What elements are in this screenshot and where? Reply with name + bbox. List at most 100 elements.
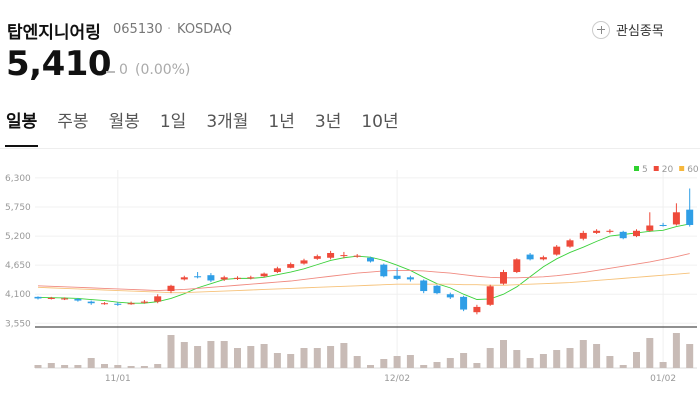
change: 0 [119,62,128,78]
candle-body [114,303,122,305]
candle-body [646,225,654,231]
watch-button[interactable]: 관심종목 [592,20,664,39]
volume-bar [367,365,374,368]
period-tab[interactable]: 월봉 [108,112,140,132]
candle-body [34,296,42,299]
volume-bar [513,350,521,368]
candle-body [247,277,255,279]
volume-bar [74,365,82,368]
y-tick-label: 4,100 [5,290,31,300]
candle-body [659,224,667,226]
volume-bar [539,354,547,368]
plus-icon [592,20,610,39]
candle-body [353,255,361,257]
volume-bar [207,341,215,368]
period-tab[interactable]: 10년 [361,112,399,132]
candle-body [61,298,69,300]
candle-body [154,296,162,302]
volume-bar [473,363,481,368]
candle-body [380,264,388,277]
candle-body [539,257,547,260]
volume-bar [154,364,162,368]
period-tab[interactable]: 3년 [314,112,342,132]
volume-bar [287,354,295,368]
candle-body [446,294,454,298]
volume-bar [433,362,441,368]
candle-body [393,275,401,279]
watch-label: 관심종목 [616,24,664,39]
candle-body [140,301,148,303]
moving-average [37,253,690,291]
x-tick-label: 11/01 [105,374,131,384]
candle-body [526,254,534,260]
volume-bar [260,344,268,368]
volume-bar [220,341,228,368]
volume-bar [420,365,428,368]
candle-body [579,232,587,239]
candle-body [553,246,561,255]
volume-bar [47,363,55,368]
candle-body [686,209,694,225]
volume-bar [672,333,680,368]
volume-bar [579,340,587,368]
market: KOSDAQ [177,22,232,37]
volume-bar [593,344,601,368]
candle-body [473,306,481,313]
candle-body [234,277,241,279]
volume-bar [553,350,561,368]
period-tab[interactable]: 3개월 [206,112,249,132]
y-tick-label: 5,200 [5,232,31,242]
candle-body [500,272,507,284]
volume-bar [526,358,534,368]
candle-body [367,257,374,262]
moving-average [37,272,690,294]
legend-label: 60 [687,165,699,175]
flat-icon [106,71,115,73]
candle-body [207,275,215,281]
period-tab[interactable]: 주봉 [57,112,89,132]
volume-bar [167,335,175,368]
volume-bar [234,348,241,368]
y-tick-label: 6,300 [5,174,31,184]
candle-body [287,264,295,268]
volume-bar [87,358,95,368]
volume-bar [446,358,454,368]
legend-swatch [653,166,659,171]
period-tab[interactable]: 일봉 [6,112,38,132]
candle-body [619,231,627,239]
candle-body [460,296,468,310]
volume-bar [180,342,188,368]
candle-body [593,230,601,233]
candle-body [47,297,55,299]
volume-bar [313,348,321,368]
candle-body [606,230,614,232]
volume-bar [393,356,401,368]
volume-bar [300,348,308,368]
price: 5,410 [6,44,112,84]
candle-body [486,286,494,305]
volume-bar [61,365,69,368]
y-tick-label: 4,650 [5,261,31,271]
volume-bar [566,348,574,368]
candle-body [180,277,188,280]
x-tick-label: 01/02 [650,374,676,384]
candle-body [273,268,281,273]
period-tab[interactable]: 1일 [159,112,187,132]
volume-bar [353,356,361,368]
separator: · [167,22,172,37]
moving-average [37,223,690,304]
legend-label: 5 [642,165,648,175]
period-tab[interactable]: 1년 [268,112,295,132]
volume-bar [114,365,122,368]
volume-bar [340,343,348,368]
candle-body [167,285,175,292]
candle-body [194,276,202,278]
candle-body [220,277,228,280]
candle-body [260,273,268,277]
y-tick-label: 3,550 [5,319,31,329]
volume-bar [633,352,640,368]
volume-bar [380,359,388,368]
candle-body [127,303,135,305]
stock-code: 065130 [113,22,163,37]
